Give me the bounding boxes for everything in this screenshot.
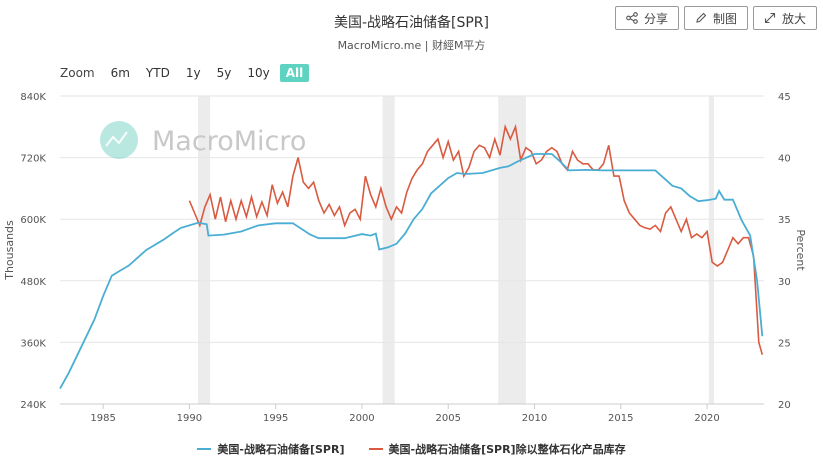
series-line-spr[interactable]: [59, 153, 764, 390]
recession-band-0: [198, 96, 211, 404]
legend-item-spr[interactable]: 美国-战略石油储备[SPR]: [197, 441, 345, 457]
y-axis-right-ticks: 20 25 30 35 40 45: [778, 92, 791, 411]
legend-item-ratio[interactable]: 美国-战略石油储备[SPR]除以整体石化产品库存: [368, 441, 626, 457]
y-left-tick-label: 840K: [20, 92, 46, 103]
y-left-tick-label: 480K: [20, 277, 46, 288]
chart-title: 美国-战略石油储备[SPR]: [333, 15, 490, 31]
x-axis-ticks: 1985 1990 1995 2000 2005 2010 2015 2020: [90, 404, 720, 424]
zoom-ytd-button[interactable]: YTD: [145, 66, 170, 80]
share-icon: [626, 12, 638, 24]
y-axis-right-title: Percent: [794, 229, 807, 271]
watermark: MacroMicro: [100, 121, 306, 159]
zoom-all-button[interactable]: All: [279, 64, 310, 82]
y-right-tick-label: 20: [778, 400, 791, 411]
macromicro-logo-icon: [100, 121, 138, 159]
share-button-label: 分享: [643, 11, 668, 26]
zoom-selector: Zoom 6m YTD 1y 5y 10y All: [60, 64, 313, 82]
y-axis-left-title: Thousands: [3, 220, 16, 281]
draw-button-label: 制图: [712, 11, 737, 26]
chart-legend: 美国-战略石油储备[SPR] 美国-战略石油储备[SPR]除以整体石化产品库存: [0, 441, 823, 457]
y-left-tick-label: 240K: [20, 400, 46, 411]
enlarge-button[interactable]: 放大: [752, 6, 817, 30]
share-button[interactable]: 分享: [614, 6, 679, 30]
zoom-10y-button[interactable]: 10y: [247, 66, 270, 80]
zoom-5y-button[interactable]: 5y: [216, 66, 232, 80]
draw-button[interactable]: 制图: [683, 6, 748, 30]
x-tick-label: 1990: [177, 413, 202, 424]
y-left-tick-label: 600K: [20, 215, 46, 226]
x-tick-label: 2010: [522, 413, 547, 424]
y-right-tick-label: 35: [778, 215, 791, 226]
chart-actions: 分享 制图 放大: [614, 6, 817, 30]
x-tick-label: 1985: [90, 413, 115, 424]
watermark-text: MacroMicro: [152, 126, 306, 157]
zoom-1y-button[interactable]: 1y: [185, 66, 201, 80]
enlarge-button-label: 放大: [781, 11, 806, 26]
chart-canvas[interactable]: MacroMicro 1985 1990 1995 2000 2005 2010 2015 2…: [0, 0, 823, 440]
legend-swatch-spr: [197, 448, 212, 450]
y-right-tick-label: 30: [778, 277, 791, 288]
zoom-6m-button[interactable]: 6m: [110, 66, 130, 80]
gridlines: [60, 95, 764, 405]
y-right-tick-label: 45: [778, 92, 791, 103]
zoom-label: Zoom: [60, 66, 95, 80]
x-tick-label: 2020: [694, 413, 719, 424]
x-tick-label: 1995: [263, 413, 288, 424]
x-tick-label: 2000: [349, 413, 374, 424]
series-line-ratio[interactable]: [188, 123, 764, 355]
x-tick-label: 2005: [436, 413, 461, 424]
y-right-tick-label: 40: [778, 154, 791, 165]
recession-bands: [198, 96, 714, 404]
recession-band-1: [382, 96, 395, 404]
y-left-tick-label: 720K: [20, 154, 46, 165]
chart-source: MacroMicro.me | 财經M平方: [337, 39, 486, 52]
y-axis-left-ticks: 240K 360K 480K 600K 720K 840K: [20, 92, 46, 411]
legend-label-ratio: 美国-战略石油储备[SPR]除以整体石化产品库存: [388, 443, 626, 456]
x-tick-label: 2015: [608, 413, 633, 424]
legend-label-spr: 美国-战略石油储备[SPR]: [217, 443, 345, 456]
y-left-tick-label: 360K: [20, 338, 46, 349]
pencil-icon: [696, 12, 707, 23]
recession-band-2: [498, 96, 526, 404]
expand-icon: [764, 12, 776, 24]
legend-swatch-ratio: [368, 448, 383, 450]
y-right-tick-label: 25: [778, 338, 791, 349]
recession-band-3: [708, 96, 714, 404]
